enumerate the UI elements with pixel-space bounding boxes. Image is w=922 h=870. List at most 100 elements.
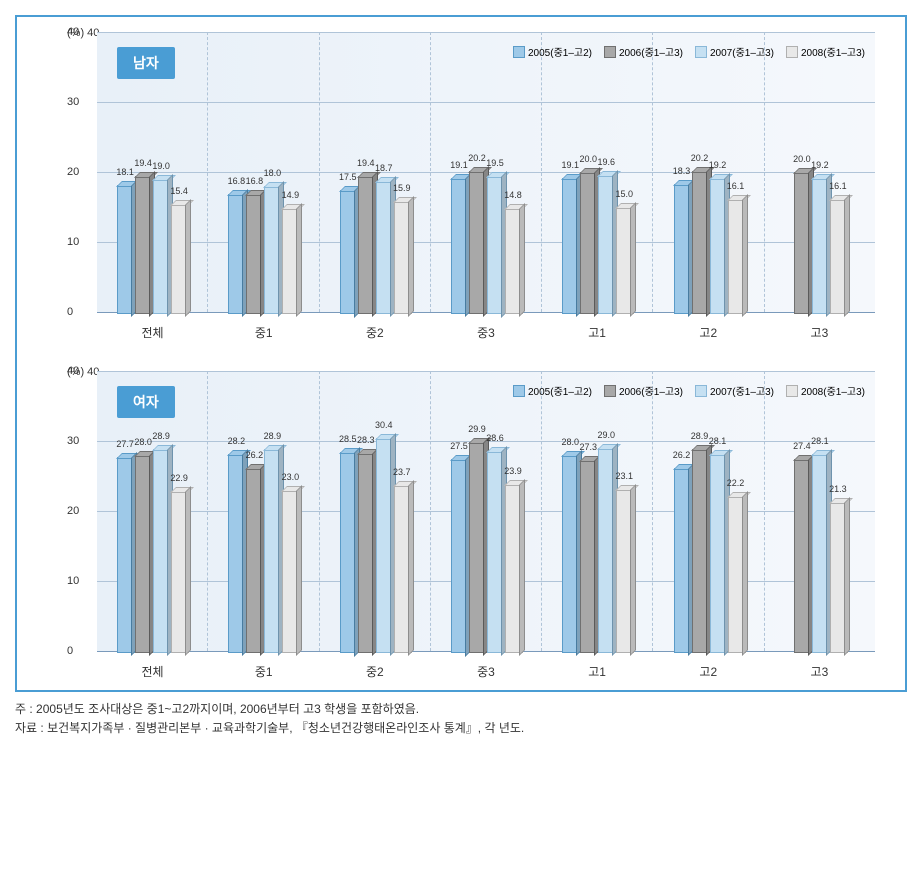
legend-item: 2006(중1–고3) <box>604 44 683 59</box>
bar-value-label: 18.3 <box>673 166 691 176</box>
bar-value-label: 27.5 <box>450 441 468 451</box>
x-label: 고3 <box>764 320 875 341</box>
bar: 21.3 <box>830 502 846 651</box>
legend-swatch <box>604 46 616 58</box>
bar: 28.1 <box>710 454 726 651</box>
chart-container: (%) 40남자2005(중1–고2)2006(중1–고3)2007(중1–고3… <box>15 15 907 692</box>
y-tick: 30 <box>67 96 79 108</box>
bar: 15.0 <box>616 207 632 312</box>
bar-value-label: 28.0 <box>134 437 152 447</box>
bar-value-label: 28.2 <box>228 436 246 446</box>
bar-value-label: 20.0 <box>580 154 598 164</box>
legend-label: 2008(중1–고3) <box>801 383 865 398</box>
bar: 29.9 <box>469 442 485 651</box>
panel-title: 여자 <box>117 386 175 418</box>
plot-area: 01020304018.119.419.015.416.816.818.014.… <box>97 32 875 312</box>
legend-swatch <box>604 385 616 397</box>
bar-value-label: 16.8 <box>246 176 264 186</box>
bar-value-label: 20.0 <box>793 154 811 164</box>
x-label: 중2 <box>319 320 430 341</box>
y-tick: 40 <box>67 365 79 377</box>
bar: 27.5 <box>451 459 467 652</box>
bar-value-label: 27.4 <box>793 441 811 451</box>
bar: 19.0 <box>153 179 169 312</box>
category-group: 18.320.219.216.1 <box>652 32 763 312</box>
bar: 28.9 <box>692 449 708 651</box>
bar: 19.1 <box>562 178 578 312</box>
bar-value-label: 28.1 <box>811 436 829 446</box>
x-label: 중3 <box>430 320 541 341</box>
legend-label: 2005(중1–고2) <box>528 44 592 59</box>
legend: 2005(중1–고2) 2006(중1–고3) 2007(중1–고3) 2008(중1… <box>513 44 865 59</box>
bar-side <box>630 202 636 317</box>
x-label: 고2 <box>653 659 764 680</box>
x-label: 고1 <box>542 320 653 341</box>
x-axis: 전체중1중2중3고1고2고3 <box>97 659 875 680</box>
bar-value-label: 21.3 <box>829 484 847 494</box>
x-label: 고1 <box>542 659 653 680</box>
bar-side <box>185 199 191 317</box>
category-group: 28.528.330.423.7 <box>319 371 430 651</box>
bar: 18.1 <box>117 185 133 312</box>
footnotes: 주 : 2005년도 조사대상은 중1~고2까지이며, 2006년부터 고3 학… <box>15 700 907 738</box>
bar-value-label: 15.0 <box>616 189 634 199</box>
category-group: 28.027.329.023.1 <box>541 371 652 651</box>
bar: 14.8 <box>505 208 521 312</box>
bar: 18.3 <box>674 184 690 312</box>
bar: 19.1 <box>451 178 467 312</box>
bar-side <box>630 484 636 656</box>
bar-value-label: 16.8 <box>228 176 246 186</box>
panel-title: 남자 <box>117 47 175 79</box>
bar-value-label: 27.3 <box>580 442 598 452</box>
y-tick: 0 <box>67 306 73 318</box>
bar: 15.9 <box>394 201 410 312</box>
bar: 16.1 <box>830 199 846 312</box>
legend-swatch <box>513 385 525 397</box>
chart-panel: (%) 40남자2005(중1–고2)2006(중1–고3)2007(중1–고3… <box>27 32 895 341</box>
bar-value-label: 28.9 <box>264 431 282 441</box>
legend: 2005(중1–고2)2006(중1–고3)2007(중1–고3)2008(중1… <box>513 383 865 398</box>
bar-value-label: 19.2 <box>811 160 829 170</box>
bar: 30.4 <box>376 438 392 651</box>
bar-value-label: 28.1 <box>709 436 727 446</box>
category-group: 19.120.019.615.0 <box>541 32 652 312</box>
legend-label: 2006(중1–고3) <box>619 383 683 398</box>
legend-swatch <box>786 385 798 397</box>
legend-item: 2005(중1–고2) <box>513 383 592 398</box>
category-group: 27.428.121.3 <box>764 371 875 651</box>
bar-value-label: 18.0 <box>264 168 282 178</box>
x-axis: 전체중1중2중3고1고2고3 <box>97 320 875 341</box>
bar-value-label: 19.0 <box>152 161 170 171</box>
bar-side <box>185 486 191 656</box>
bar-value-label: 18.7 <box>375 163 393 173</box>
bar-value-label: 30.4 <box>375 420 393 430</box>
y-tick: 20 <box>67 166 79 178</box>
bar-side <box>519 203 525 317</box>
bar-value-label: 20.2 <box>691 153 709 163</box>
bar-value-label: 15.4 <box>170 186 188 196</box>
bar-value-label: 28.6 <box>486 433 504 443</box>
legend-label: 2008(중1–고3) <box>801 44 865 59</box>
bar: 28.1 <box>812 454 828 651</box>
bar-side <box>296 485 302 656</box>
legend-label: 2005(중1–고2) <box>528 383 592 398</box>
x-label: 중1 <box>208 320 319 341</box>
x-label: 중2 <box>319 659 430 680</box>
category-group: 26.228.928.122.2 <box>652 371 763 651</box>
bar-value-label: 28.5 <box>339 434 357 444</box>
bar: 19.2 <box>812 178 828 312</box>
x-label: 고3 <box>764 659 875 680</box>
bar: 19.6 <box>598 175 614 312</box>
x-label: 전체 <box>97 320 208 341</box>
bar-value-label: 16.1 <box>829 181 847 191</box>
bar: 23.7 <box>394 485 410 651</box>
bar-value-label: 19.4 <box>134 158 152 168</box>
bar-value-label: 28.3 <box>357 435 375 445</box>
bar: 28.3 <box>358 453 374 651</box>
bar: 20.0 <box>580 172 596 312</box>
bar: 14.9 <box>282 208 298 312</box>
bar: 20.2 <box>692 171 708 312</box>
bar: 28.9 <box>153 449 169 651</box>
legend-swatch <box>695 46 707 58</box>
legend-label: 2007(중1–고3) <box>710 44 774 59</box>
